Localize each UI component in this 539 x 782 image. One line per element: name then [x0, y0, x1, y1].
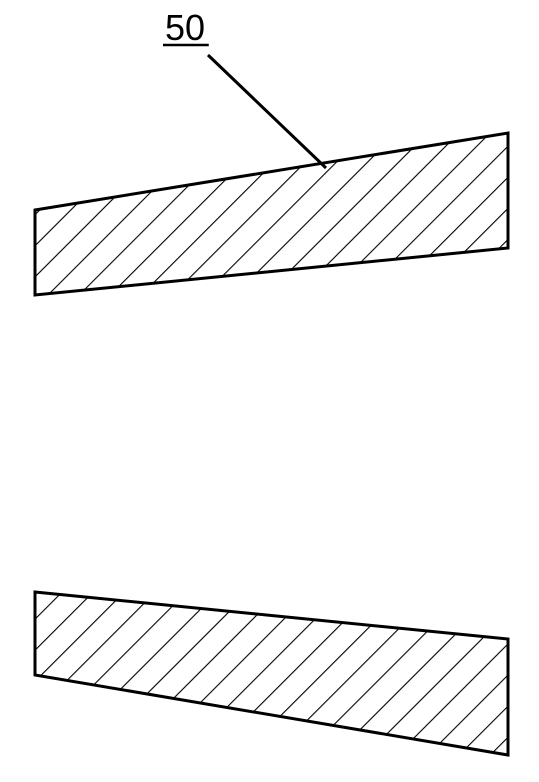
label-leader-line: [208, 55, 326, 168]
hatching-fill: [0, 0, 539, 782]
diagram-canvas: 50: [0, 0, 539, 782]
reference-label-50: 50: [165, 7, 205, 48]
